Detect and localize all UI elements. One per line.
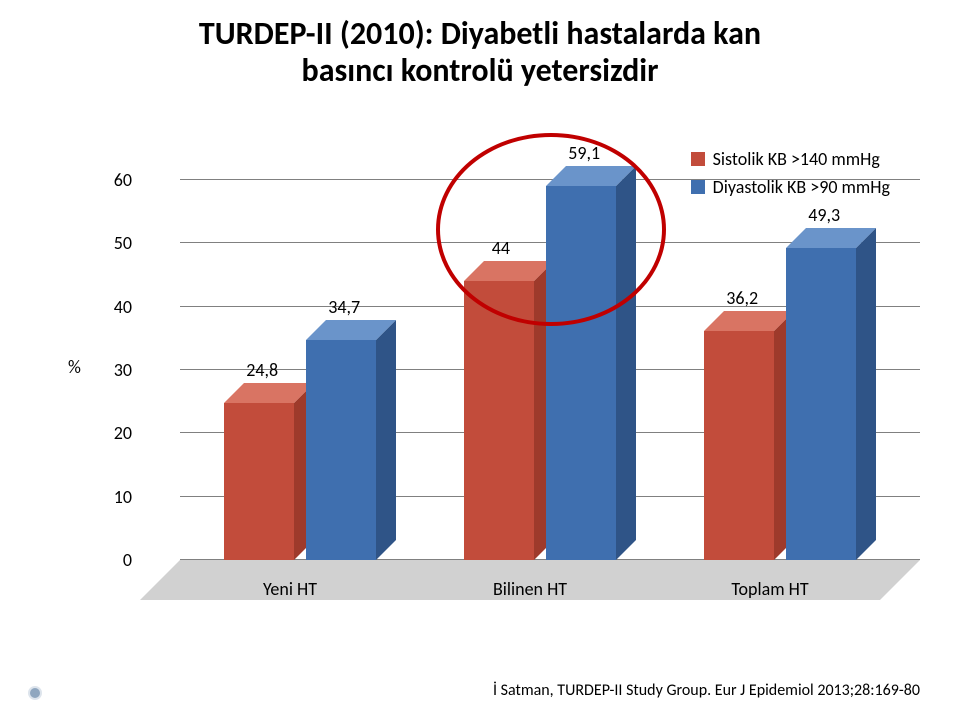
bar: 36,2 bbox=[704, 331, 774, 560]
legend-swatch-icon bbox=[691, 152, 705, 166]
bar-side bbox=[856, 228, 876, 560]
bar-front bbox=[786, 248, 856, 560]
y-tick-label: 20 bbox=[114, 422, 132, 444]
footer-citation: İ Satman, TURDEP-II Study Group. Eur J E… bbox=[493, 681, 920, 700]
bar: 49,3 bbox=[786, 248, 856, 560]
bar-value-label: 24,8 bbox=[246, 359, 278, 381]
y-tick-label: 50 bbox=[114, 232, 132, 254]
slide: TURDEP-II (2010): Diyabetli hastalarda k… bbox=[0, 0, 960, 714]
x-tick-label: Toplam HT bbox=[731, 578, 808, 600]
bar-value-label: 59,1 bbox=[568, 142, 600, 164]
bar: 44 bbox=[464, 281, 534, 560]
bar-value-label: 49,3 bbox=[808, 204, 840, 226]
slide-title: TURDEP-II (2010): Diyabetli hastalarda k… bbox=[40, 16, 920, 90]
bar-side bbox=[616, 166, 636, 560]
x-axis-labels: Yeni HT Bilinen HT Toplam HT bbox=[180, 570, 920, 600]
y-axis-title: % bbox=[68, 356, 81, 378]
bar-side bbox=[376, 320, 396, 560]
legend-item: Sistolik KB >140 mmHg bbox=[691, 148, 890, 170]
bar-front bbox=[306, 340, 376, 560]
y-tick-label: 0 bbox=[123, 549, 132, 571]
bar-value-label: 34,7 bbox=[328, 296, 360, 318]
y-tick-label: 60 bbox=[114, 169, 132, 191]
chart-area: Sistolik KB >140 mmHgDiyastolik KB >90 m… bbox=[60, 140, 900, 640]
chart-bars: 24,834,74459,136,249,3 bbox=[180, 180, 920, 560]
bar-front bbox=[464, 281, 534, 560]
bar-front bbox=[704, 331, 774, 560]
x-tick-label: Yeni HT bbox=[263, 578, 317, 600]
bar-front bbox=[224, 403, 294, 560]
x-tick-label: Bilinen HT bbox=[493, 578, 567, 600]
bar-front bbox=[546, 186, 616, 560]
decorative-bullet-icon bbox=[30, 688, 40, 698]
y-tick-label: 40 bbox=[114, 296, 132, 318]
y-tick-label: 10 bbox=[114, 486, 132, 508]
legend-label: Sistolik KB >140 mmHg bbox=[713, 148, 880, 170]
bar-value-label: 44 bbox=[492, 237, 510, 259]
bar-value-label: 36,2 bbox=[726, 287, 758, 309]
bar: 24,8 bbox=[224, 403, 294, 560]
bar: 59,1 bbox=[546, 186, 616, 560]
bar: 34,7 bbox=[306, 340, 376, 560]
y-tick-label: 30 bbox=[114, 359, 132, 381]
y-axis-labels: 0102030405060 bbox=[100, 180, 140, 560]
